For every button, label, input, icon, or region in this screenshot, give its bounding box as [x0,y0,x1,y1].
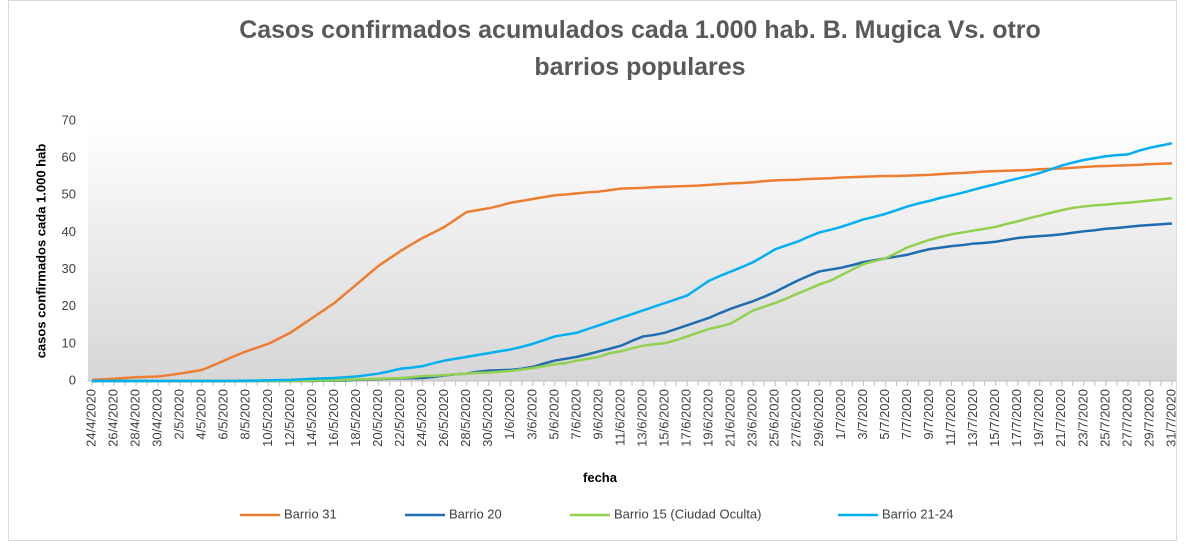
x-tick-label: 21/6/2020 [723,389,738,447]
y-tick-label: 0 [69,372,76,387]
x-tick-label: 29/6/2020 [811,389,826,447]
y-tick-label: 20 [62,298,76,313]
x-tick-label: 12/5/2020 [282,389,297,447]
x-tick-label: 1/7/2020 [833,389,848,440]
x-tick-label: 27/6/2020 [789,389,804,447]
x-tick-label: 7/6/2020 [568,389,583,440]
series-line [91,162,1173,382]
x-tick-label: 13/7/2020 [965,389,980,447]
legend-label: Barrio 21-24 [882,506,954,521]
x-tick-label: 4/5/2020 [194,389,209,440]
x-tick-label: 23/6/2020 [745,389,760,447]
y-tick-label: 10 [62,335,76,350]
x-tick-label: 26/5/2020 [436,389,451,447]
x-tick-label: 25/6/2020 [767,389,782,447]
y-tick-label: 30 [62,261,76,276]
x-tick-label: 18/5/2020 [348,389,363,447]
x-tick-label: 11/7/2020 [943,389,958,446]
x-tick-label: 30/4/2020 [150,389,165,447]
plot-area [88,121,1176,381]
x-tick-label: 27/7/2020 [1119,389,1134,447]
legend-label: Barrio 31 [284,506,337,521]
y-tick-label: 60 [62,150,76,165]
x-tick-label: 19/6/2020 [701,389,716,447]
x-tick-label: 20/5/2020 [370,389,385,447]
x-tick-label: 13/6/2020 [634,389,649,447]
x-tick-label: 17/6/2020 [679,389,694,447]
x-tick-label: 8/5/2020 [238,389,253,440]
legend-label: Barrio 20 [449,506,502,521]
x-tick-label: 5/6/2020 [546,389,561,440]
x-tick-label: 7/7/2020 [899,389,914,440]
x-tick-label: 31/7/2020 [1163,389,1178,447]
x-tick-label: 29/7/2020 [1141,389,1156,447]
x-tick-label: 25/7/2020 [1097,389,1112,447]
chart-border [8,0,1177,541]
legend-label: Barrio 15 (Ciudad Oculta) [614,506,761,521]
y-tick-label: 50 [62,187,76,202]
x-tick-label: 9/6/2020 [590,389,605,440]
series-line [92,142,1173,383]
x-tick-label: 14/5/2020 [304,389,319,447]
y-tick-label: 40 [62,224,76,239]
x-tick-label: 17/7/2020 [1009,389,1024,447]
x-tick-label: 2/5/2020 [172,389,187,440]
x-tick-label: 21/7/2020 [1053,389,1068,447]
x-tick-label: 5/7/2020 [877,389,892,440]
x-tick-label: 10/5/2020 [260,389,275,447]
x-tick-label: 28/5/2020 [458,389,473,447]
x-tick-label: 9/7/2020 [921,389,936,440]
y-axis-label: casos confirmados cada 1.000 hab [33,144,48,359]
x-tick-label: 3/6/2020 [524,389,539,440]
x-tick-label: 11/6/2020 [612,389,627,446]
x-tick-label: 22/5/2020 [392,389,407,447]
x-tick-label: 24/4/2020 [83,389,98,447]
x-tick-label: 6/5/2020 [216,389,231,440]
x-tick-label: 24/5/2020 [414,389,429,447]
x-tick-label: 3/7/2020 [855,389,870,440]
x-tick-label: 26/4/2020 [105,389,120,447]
x-tick-label: 1/6/2020 [502,389,517,440]
y-tick-label: 70 [62,112,76,127]
x-tick-label: 15/7/2020 [987,389,1002,447]
x-tick-label: 28/4/2020 [128,389,143,447]
x-tick-label: 19/7/2020 [1031,389,1046,447]
x-tick-label: 30/5/2020 [480,389,495,447]
x-tick-label: 16/5/2020 [326,389,341,447]
x-axis-label: fecha [583,470,618,485]
x-tick-label: 15/6/2020 [656,389,671,447]
chart-title: Casos confirmados acumulados cada 1.000 … [239,16,1041,81]
x-tick-label: 23/7/2020 [1075,389,1090,447]
